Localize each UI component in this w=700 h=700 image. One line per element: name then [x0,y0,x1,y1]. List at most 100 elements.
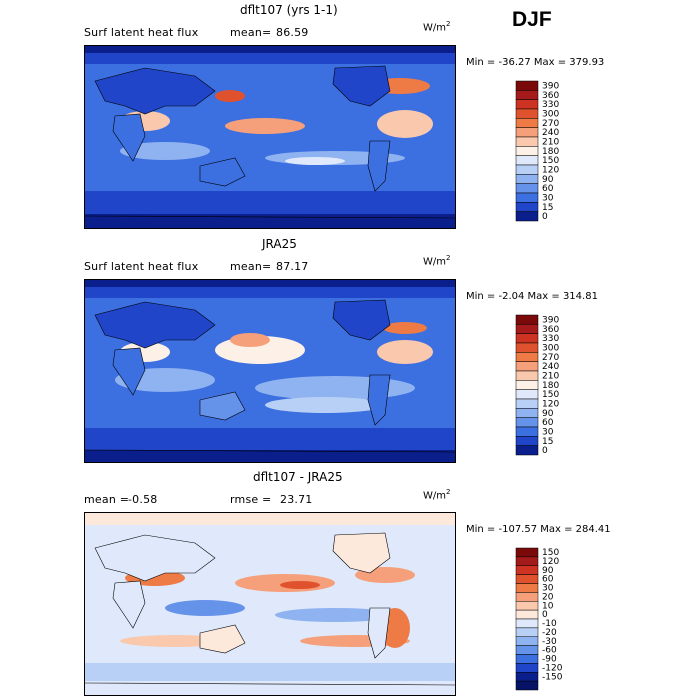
colorbar-swatch [515,370,539,381]
colorbar-swatch [515,680,539,691]
panel1-units: W/m2 [423,20,450,33]
colorbar-swatch [515,136,539,147]
panel2-gulf-stream [383,322,427,334]
colorbar-tick-label: 150 [542,156,559,166]
colorbar-tick-label: 360 [542,91,559,101]
colorbar-tick-label: -90 [542,655,557,665]
panel2-minmax: Min = -2.04 Max = 314.81 [466,291,598,302]
panel1-north-polar [85,46,455,53]
panel3-eurasia [94,534,216,582]
colorbar-swatch [515,99,539,110]
panel3-australia [199,624,246,654]
panel2-australia [199,391,246,421]
panel2-south-polar [85,450,455,462]
panel1-units-exp: 2 [446,20,451,28]
colorbar-tick-label: 240 [542,128,559,138]
colorbar-swatch [515,663,539,673]
panel3-antarctica-coast [85,682,455,686]
panel3-southern-ocean [85,663,455,683]
colorbar-tick-label: -60 [542,646,557,656]
colorbar-swatch [515,164,539,175]
colorbar-swatch [515,636,539,646]
panel3-mean-label: mean = [84,493,130,506]
colorbar-swatch [515,398,539,409]
colorbar-swatch [515,601,539,611]
panel2-title: JRA25 [262,237,297,251]
panel3-map [84,512,456,696]
panel2-kuroshio [230,333,270,347]
colorbar-swatch [515,211,539,222]
panel2-north-america [332,299,391,341]
panel1-minmax: Min = -36.27 Max = 379.93 [466,57,605,68]
colorbar-tick-label: 210 [542,137,559,147]
panel1-atlantic-warm [377,110,433,138]
colorbar-swatch [515,426,539,437]
panel1-map [84,45,456,229]
colorbar-tick-label: 60 [542,575,554,585]
colorbar-tick-label: -20 [542,628,557,638]
colorbar-swatch [515,408,539,418]
colorbar-tick-label: 90 [542,175,554,185]
colorbar-swatch [515,436,539,446]
colorbar-tick-label: 90 [542,409,554,419]
panel3-north-band [85,513,455,525]
colorbar-tick-label: 180 [542,381,559,391]
season-label: DJF [512,8,552,31]
panel3-mean-value: -0.58 [128,493,158,506]
colorbar-tick-label: 15 [542,437,553,447]
colorbar-swatch [515,314,539,325]
panel2-units: W/m2 [423,254,450,267]
colorbar-tick-label: 390 [542,81,559,91]
panel1-pacific-warm [225,118,305,134]
colorbar-tick-label: 120 [542,399,559,409]
colorbar-tick-label: 300 [542,109,559,119]
colorbar-swatch [515,118,539,128]
panel2-variable: Surf latent heat flux [84,260,199,273]
colorbar-tick-label: 15 [542,203,553,213]
panel2-units-base: W/m [423,256,446,268]
colorbar-swatch [515,342,539,353]
panel1-pacific-light [285,157,345,165]
colorbar-tick-label: 30 [542,584,554,594]
colorbar-swatch [515,556,539,566]
colorbar-swatch [515,380,539,390]
colorbar-swatch [515,333,539,344]
panel2-atlantic-warm [377,340,433,364]
panel1-australia [199,157,246,187]
colorbar-swatch [515,183,539,194]
panel3-rmse-value: 23.71 [280,493,313,506]
colorbar-swatch [515,174,539,184]
panel3-north-america [332,532,391,574]
colorbar-swatch [515,127,539,138]
panel1-africa [112,113,146,162]
colorbar-swatch [515,361,539,372]
colorbar-tick-label: 270 [542,119,559,129]
colorbar-tick-label: 300 [542,343,559,353]
colorbar-tick-label: 60 [542,184,554,194]
panel1-title: dflt107 (yrs 1-1) [240,3,338,17]
panel2-south-pacific [265,397,385,413]
colorbar-swatch [515,389,539,400]
colorbar-tick-label: 390 [542,315,559,325]
panel2-eurasia [94,301,216,349]
panel1-map-svg [85,46,455,228]
panel1-variable: Surf latent heat flux [84,26,199,39]
colorbar-swatch [515,324,539,334]
panel2-colorbar: 390 360 330 300 270 240 210 180 150 120 90 60 30 15 0 [515,314,576,456]
colorbar-tick-label: 330 [542,334,559,344]
panel1-indian-belt [120,142,210,160]
colorbar-swatch [515,627,539,637]
colorbar-tick-label: -30 [542,637,557,647]
panel1-colorbar: 390 360 330 300 270 240 210 180 150 120 90 60 30 15 0 [515,80,576,222]
panel1-kuroshio [215,90,245,102]
colorbar-swatch [515,90,539,100]
colorbar-tick-label: 180 [542,147,559,157]
colorbar-swatch [515,352,539,362]
colorbar-tick-label: 120 [542,165,559,175]
colorbar-swatch [515,146,539,156]
colorbar-tick-label: 60 [542,418,554,428]
colorbar-swatch [515,654,539,664]
colorbar-swatch [515,80,539,91]
